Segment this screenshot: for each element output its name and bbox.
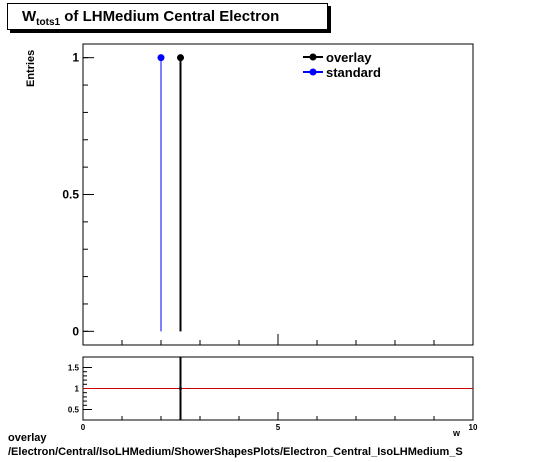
- series-standard-marker: [157, 54, 165, 62]
- legend-standard-label: standard: [326, 65, 381, 80]
- y-tick-label: 1: [72, 51, 79, 65]
- chart-title: Wtots1 of LHMedium Central Electron: [22, 8, 280, 28]
- footer-line-1: overlay: [8, 432, 47, 444]
- legend-overlay-marker: [309, 53, 317, 61]
- main-plot-frame: [82, 43, 474, 346]
- chart-title-box: Wtots1 of LHMedium Central Electron: [7, 3, 328, 30]
- ratio-y-tick-label: 1.5: [68, 364, 80, 373]
- legend-standard-marker: [309, 68, 317, 76]
- x-axis-label: w: [452, 428, 461, 438]
- legend-overlay-label: overlay: [326, 50, 372, 65]
- y-tick-label: 0: [72, 324, 79, 338]
- ratio-x-tick-label: 0: [81, 423, 86, 432]
- ratio-series-point: [179, 387, 182, 390]
- ratio-x-tick-label: 5: [276, 423, 281, 432]
- footer-line-2: /Electron/Central/IsoLHMedium/ShowerShap…: [8, 446, 463, 458]
- ratio-x-tick-label: 10: [469, 423, 478, 432]
- y-tick-label: 0.5: [62, 188, 79, 202]
- series-overlay-marker: [177, 54, 184, 62]
- ratio-y-tick-label: 1: [75, 385, 80, 394]
- ratio-y-tick-label: 0.5: [68, 406, 80, 415]
